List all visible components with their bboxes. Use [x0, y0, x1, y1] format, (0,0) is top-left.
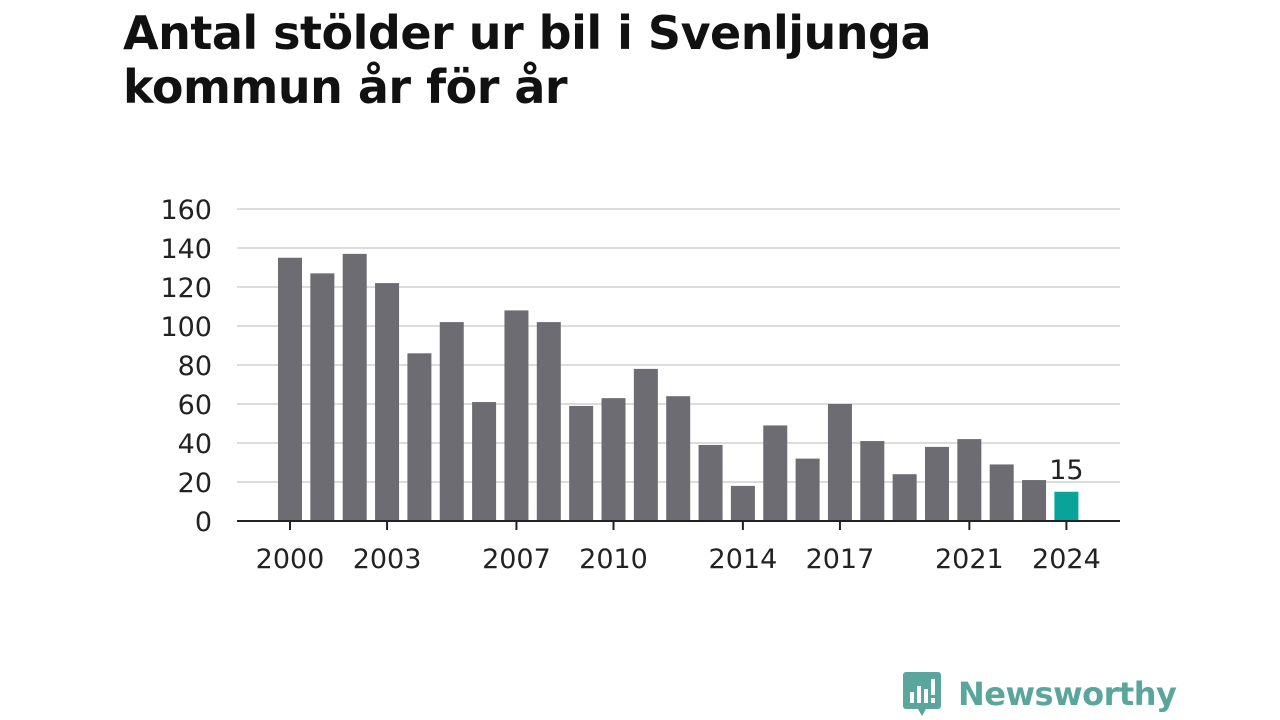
bar-2009 — [569, 405, 594, 521]
bar-2002 — [342, 253, 367, 521]
x-tick-label: 2010 — [579, 544, 648, 575]
y-tick-label: 120 — [160, 273, 212, 304]
x-tick-label: 2007 — [482, 544, 551, 575]
bar-2005 — [439, 322, 464, 521]
y-axis-tick-labels: 0 20 40 60 80 100 120 140 160 — [160, 195, 212, 538]
y-tick-label: 80 — [178, 351, 212, 382]
data-label-2024: 15 — [1049, 455, 1083, 486]
bar-highlight-2024 — [1054, 491, 1079, 521]
annotations: 15 — [1049, 455, 1083, 486]
bar-2023 — [1022, 480, 1047, 521]
x-tick-label: 2021 — [935, 544, 1004, 575]
bar-2022 — [989, 464, 1014, 521]
bar-2000 — [278, 257, 302, 521]
y-tick-label: 160 — [160, 195, 212, 226]
bar-2021 — [957, 439, 982, 521]
bar-2015 — [763, 425, 788, 521]
bar-2006 — [472, 402, 497, 521]
x-axis-ticks: 2000 2003 2007 2010 2014 2017 2021 2024 — [256, 521, 1101, 575]
bar-2007 — [504, 310, 529, 521]
bar-2018 — [860, 441, 885, 521]
bars — [278, 253, 1079, 521]
newsworthy-logo: Newsworthy — [902, 670, 1177, 718]
y-tick-label: 60 — [178, 390, 212, 421]
bar-chart-speech-bubble-icon — [903, 672, 941, 716]
y-tick-label: 0 — [195, 507, 212, 538]
bar-2001 — [310, 273, 335, 521]
bar-2010 — [601, 398, 626, 521]
x-tick-label: 2000 — [256, 544, 325, 575]
bar-2014 — [730, 485, 755, 521]
x-tick-label: 2003 — [353, 544, 422, 575]
y-tick-label: 140 — [160, 234, 212, 265]
bar-2008 — [536, 322, 561, 521]
bar-2019 — [892, 474, 917, 521]
y-tick-label: 40 — [178, 429, 212, 460]
bar-2011 — [633, 368, 658, 521]
x-tick-label: 2014 — [709, 544, 778, 575]
bar-2004 — [407, 353, 432, 521]
x-tick-label: 2017 — [806, 544, 875, 575]
bar-2016 — [795, 458, 820, 521]
chart-title: Antal stölder ur bil i Svenljunga kommun… — [123, 6, 932, 114]
bar-2013 — [698, 444, 723, 521]
bar-2012 — [666, 396, 691, 521]
y-tick-label: 100 — [160, 312, 212, 343]
y-tick-label: 20 — [178, 468, 212, 499]
bar-2017 — [827, 404, 852, 521]
brand-name: Newsworthy — [958, 675, 1177, 713]
bar-2020 — [925, 446, 949, 521]
bar-2003 — [375, 283, 400, 521]
x-tick-label: 2024 — [1032, 544, 1101, 575]
